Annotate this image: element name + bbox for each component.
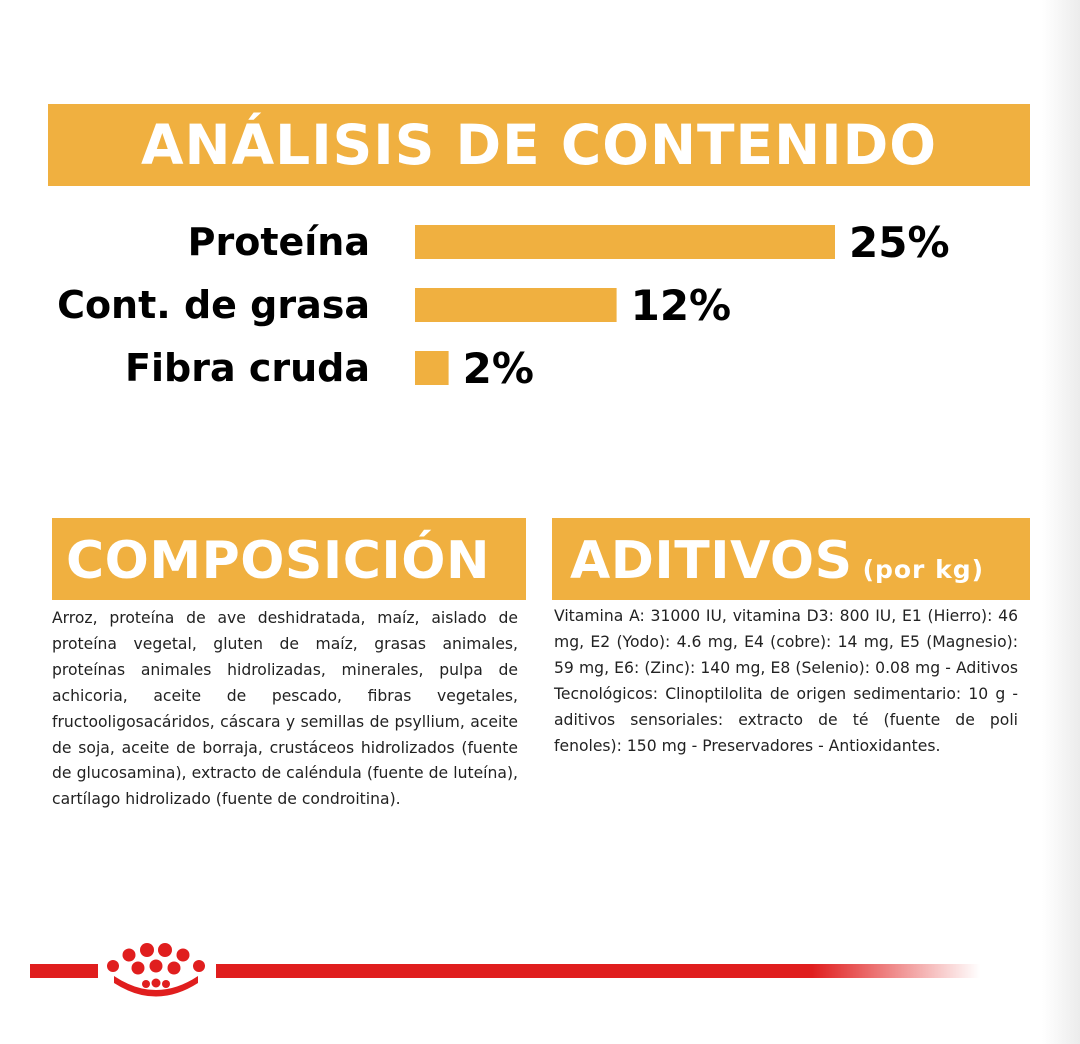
additives-unit-note: (por kg) bbox=[862, 555, 985, 584]
nutrient-bar-chart: Proteína 25% Cont. de grasa 12% Fibra cruda 2… bbox=[57, 218, 950, 393]
value-label: 25% bbox=[849, 218, 950, 267]
footer-rule-left bbox=[30, 964, 98, 978]
additives-text: Vitamina A: 31000 IU, vitamina D3: 800 I… bbox=[554, 607, 1018, 755]
additives-heading: ADITIVOS (por kg) bbox=[552, 518, 1030, 600]
category-label: Cont. de grasa bbox=[57, 283, 370, 327]
page-title: ANÁLISIS DE CONTENIDO bbox=[48, 104, 1030, 186]
royal-crown-icon bbox=[107, 943, 205, 997]
bar bbox=[415, 225, 835, 259]
value-label: 2% bbox=[463, 344, 534, 393]
composition-heading-text: COMPOSICIÓN bbox=[66, 531, 490, 591]
bar bbox=[415, 351, 449, 385]
category-label: Proteína bbox=[188, 220, 370, 264]
value-label: 12% bbox=[631, 281, 732, 330]
category-label: Fibra cruda bbox=[125, 346, 370, 390]
additives-heading-text: ADITIVOS bbox=[570, 531, 853, 591]
composition-heading: COMPOSICIÓN bbox=[52, 518, 526, 600]
page-edge-shade bbox=[1042, 0, 1080, 1044]
footer-rule-right bbox=[216, 964, 980, 978]
bar bbox=[415, 288, 617, 322]
composition-text: Arroz, proteína de ave deshidratada, maí… bbox=[52, 609, 518, 809]
